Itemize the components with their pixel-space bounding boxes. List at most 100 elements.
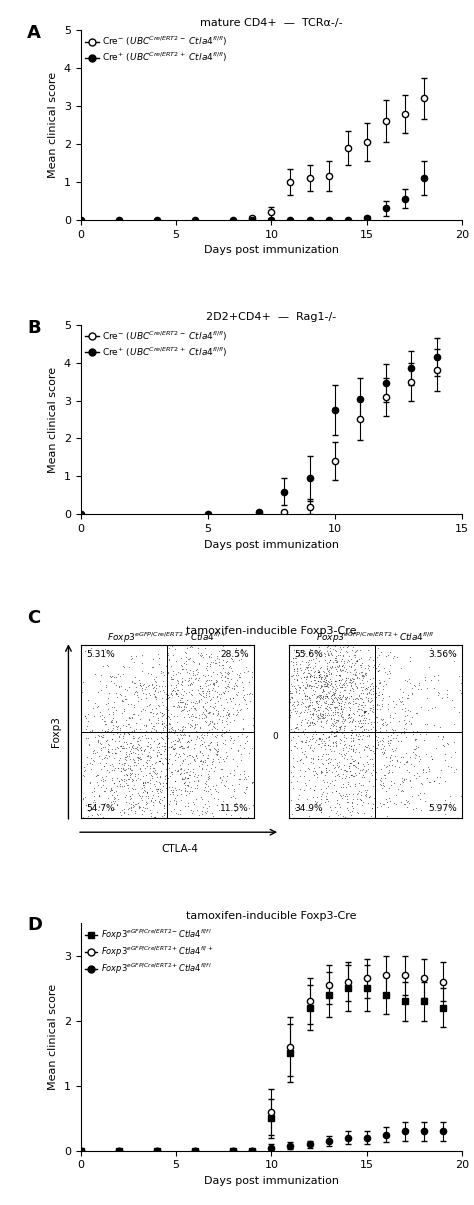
Point — [315, 652, 322, 671]
Point — [314, 660, 321, 680]
Point — [146, 771, 154, 790]
Point — [436, 717, 444, 736]
Point — [236, 665, 243, 684]
Point — [401, 701, 409, 721]
Point — [365, 817, 372, 836]
Point — [213, 742, 221, 762]
Point — [412, 745, 419, 764]
Point — [250, 772, 257, 792]
Point — [175, 745, 182, 764]
Point — [66, 812, 73, 831]
Point — [334, 657, 342, 676]
Point — [235, 668, 243, 687]
Point — [293, 658, 301, 677]
Point — [383, 792, 391, 811]
Point — [301, 678, 309, 698]
Point — [152, 689, 159, 709]
Point — [365, 677, 372, 696]
Point — [57, 677, 65, 696]
Point — [347, 721, 355, 740]
Point — [311, 713, 319, 733]
Point — [136, 722, 144, 741]
Point — [331, 722, 339, 741]
Point — [319, 782, 327, 801]
Point — [227, 648, 235, 668]
Point — [113, 781, 120, 800]
Point — [366, 787, 374, 806]
Point — [131, 739, 138, 758]
Point — [267, 774, 275, 793]
Point — [342, 777, 350, 797]
Point — [408, 683, 416, 703]
Point — [41, 777, 48, 797]
Point — [316, 687, 323, 706]
Point — [329, 684, 337, 704]
Point — [149, 786, 157, 805]
Point — [98, 768, 106, 787]
Point — [160, 666, 168, 686]
Point — [202, 804, 210, 823]
Point — [346, 753, 354, 772]
Point — [213, 648, 220, 668]
Point — [220, 718, 228, 737]
Point — [130, 652, 137, 671]
Point — [218, 770, 226, 789]
Point — [216, 648, 223, 668]
Point — [316, 678, 324, 698]
Point — [344, 652, 351, 671]
Point — [419, 763, 427, 782]
Point — [85, 735, 93, 754]
Point — [333, 662, 340, 681]
Point — [189, 696, 196, 716]
Point — [172, 778, 179, 798]
Point — [107, 756, 114, 775]
Point — [227, 764, 234, 783]
Point — [290, 766, 297, 786]
Point — [318, 763, 325, 782]
Point — [324, 645, 332, 664]
Point — [191, 751, 199, 770]
Point — [222, 653, 230, 672]
Point — [290, 692, 298, 711]
Point — [234, 683, 241, 703]
Point — [160, 795, 168, 815]
Point — [165, 722, 173, 741]
Point — [325, 748, 333, 768]
Point — [307, 664, 314, 683]
Point — [284, 736, 292, 756]
Point — [331, 700, 338, 719]
Point — [293, 670, 301, 689]
Point — [298, 750, 305, 769]
Point — [239, 670, 247, 689]
Point — [325, 705, 333, 724]
Point — [151, 774, 158, 793]
Point — [109, 781, 116, 800]
Point — [205, 703, 213, 722]
Point — [319, 709, 327, 728]
Point — [353, 815, 361, 834]
Point — [349, 731, 357, 751]
Point — [358, 666, 366, 686]
Point — [192, 692, 200, 711]
Point — [169, 782, 176, 801]
Point — [179, 725, 187, 745]
Point — [162, 628, 170, 647]
Point — [225, 669, 232, 688]
Point — [185, 670, 192, 689]
Point — [332, 725, 340, 745]
Point — [109, 743, 116, 763]
Point — [133, 747, 141, 766]
Point — [314, 662, 322, 681]
Point — [285, 659, 292, 678]
Point — [36, 801, 43, 821]
Point — [172, 722, 180, 741]
Point — [331, 636, 338, 656]
Point — [204, 781, 212, 800]
Point — [77, 733, 84, 752]
Point — [178, 759, 185, 778]
Point — [169, 736, 176, 756]
Point — [116, 721, 124, 740]
Point — [322, 760, 329, 780]
Point — [328, 722, 336, 741]
Point — [91, 794, 99, 813]
